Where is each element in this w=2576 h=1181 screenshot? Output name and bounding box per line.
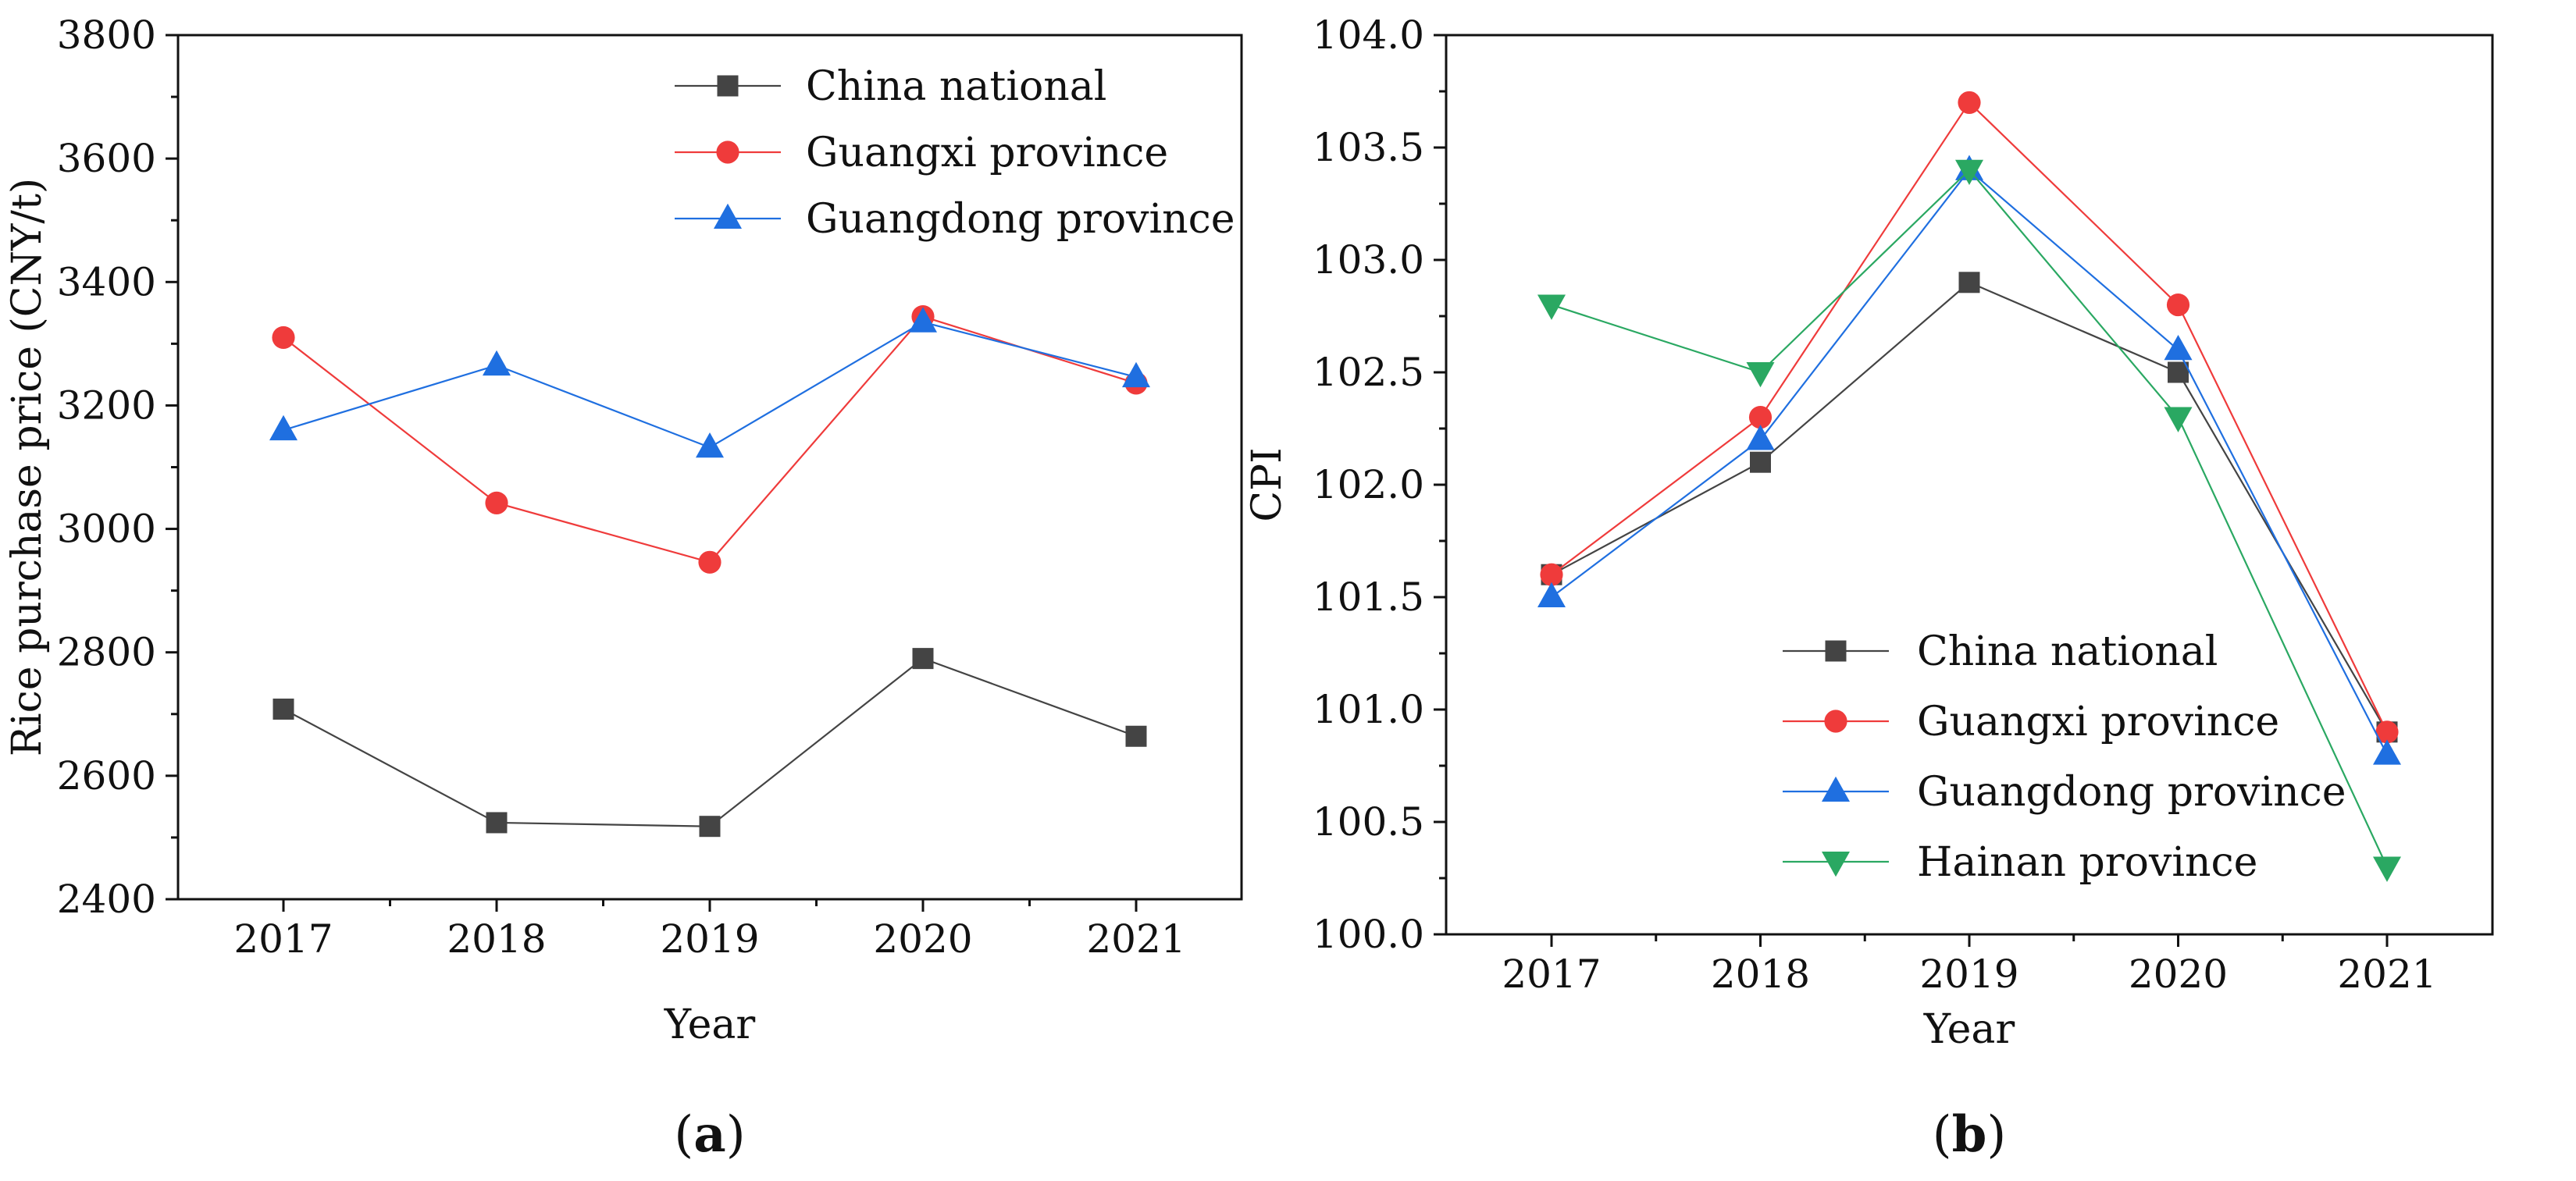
x-axis-title: Year	[664, 1001, 756, 1048]
data-point-hainan-province-2017	[1537, 294, 1566, 320]
data-point-guangxi-province-2018	[485, 491, 508, 514]
y-tick-label: 103.0	[1313, 237, 1424, 283]
y-tick-label: 3000	[57, 507, 156, 552]
legend-marker-china-national	[717, 75, 739, 97]
series-guangdong-province	[269, 307, 1151, 458]
legend-marker-guangdong-province	[1821, 776, 1851, 802]
legend-marker-guangxi-province	[716, 141, 739, 164]
data-point-guangdong-province-2017	[1537, 582, 1566, 608]
chart-panel-a: 2400 2600 2800 3000 3200 3400 3600 3800 2017 2018…	[4, 12, 1243, 1164]
x-tick-label: 2020	[2129, 952, 2228, 997]
y-tick-label: 100.5	[1313, 799, 1424, 845]
data-point-china-national-2019	[699, 816, 721, 838]
x-tick-label: 2019	[1919, 952, 2018, 997]
x-tick-label: 2019	[660, 916, 759, 962]
y-tick-label: 2800	[57, 630, 156, 675]
panel-label: (a)	[674, 1105, 745, 1164]
x-axis-title: Year	[1923, 1006, 2015, 1053]
data-point-guangxi-province-2020	[2166, 293, 2190, 317]
data-point-china-national-2020	[912, 648, 934, 670]
y-tick-label: 104.0	[1313, 12, 1424, 58]
data-point-china-national-2018	[1750, 451, 1771, 473]
data-point-guangdong-province-2021	[1121, 361, 1151, 388]
data-point-guangxi-province-2019	[1958, 91, 1981, 114]
y-tick-label: 2400	[57, 877, 156, 922]
legend-label-hainan-province: Hainan province	[1917, 839, 2257, 886]
x-tick-label: 2020	[873, 916, 972, 962]
legend-label-guangdong-province: Guangdong province	[806, 196, 1235, 243]
data-point-guangdong-province-2018	[482, 350, 511, 376]
legend: China national Guangxi province Guangdong …	[1783, 628, 2346, 886]
data-point-guangdong-province-2021	[2372, 739, 2402, 765]
data-point-guangdong-province-2019	[695, 432, 725, 458]
legend-label-guangdong-province: Guangdong province	[1917, 769, 2346, 816]
x-tick-label: 2021	[1086, 916, 1185, 962]
data-point-china-national-2017	[273, 698, 294, 720]
x-tick-label: 2018	[1711, 952, 1810, 997]
y-tick-label: 2600	[57, 753, 156, 799]
y-tick-label: 103.5	[1313, 125, 1424, 170]
data-point-guangdong-province-2020	[2164, 334, 2193, 361]
y-tick-label: 102.5	[1313, 350, 1424, 395]
x-tick-label: 2017	[1502, 952, 1601, 997]
y-tick-label: 3400	[57, 259, 156, 304]
series-hainan-province	[1537, 159, 2402, 882]
x-tick-label: 2017	[233, 916, 333, 962]
legend-label-china-national: China national	[806, 63, 1106, 110]
y-tick-label: 101.5	[1313, 574, 1424, 620]
series-line-china-national	[283, 657, 1137, 827]
data-point-guangdong-province-2017	[269, 414, 298, 441]
y-tick-label: 3800	[57, 12, 156, 58]
y-axis-title: Rice purchase price (CNY/t)	[4, 178, 51, 756]
legend-marker-guangdong-province	[713, 203, 743, 229]
legend-marker-guangxi-province	[1824, 710, 1847, 733]
data-point-guangdong-province-2020	[908, 307, 938, 333]
y-tick-label: 102.0	[1313, 462, 1424, 507]
data-point-guangxi-province-2019	[698, 550, 721, 574]
legend-label-guangxi-province: Guangxi province	[806, 130, 1168, 176]
series-china-national	[273, 648, 1147, 838]
legend-label-china-national: China national	[1917, 628, 2218, 675]
series-guangxi-province	[1540, 91, 2399, 744]
data-point-hainan-province-2019	[1954, 159, 1984, 186]
legend-label-guangxi-province: Guangxi province	[1917, 699, 2279, 745]
y-tick-label: 3200	[57, 382, 156, 428]
data-point-hainan-province-2018	[1746, 361, 1775, 388]
x-tick-label: 2018	[447, 916, 546, 962]
y-tick-label: 3600	[57, 136, 156, 181]
y-tick-label: 100.0	[1313, 912, 1424, 957]
data-point-hainan-province-2021	[2372, 856, 2402, 882]
data-point-guangxi-province-2021	[2375, 720, 2399, 744]
data-point-guangxi-province-2017	[1540, 563, 1563, 586]
legend-marker-hainan-province	[1821, 851, 1851, 877]
data-point-china-national-2018	[486, 812, 508, 834]
y-tick-label: 101.0	[1313, 687, 1424, 732]
data-point-china-national-2019	[1958, 272, 1980, 293]
data-point-guangdong-province-2018	[1746, 425, 1775, 450]
x-tick-label: 2021	[2337, 952, 2436, 997]
data-point-guangxi-province-2018	[1748, 406, 1773, 429]
legend: China national Guangxi province Guangdong …	[675, 63, 1235, 243]
data-point-china-national-2021	[1125, 725, 1147, 747]
series-line-guangdong-province	[283, 321, 1137, 449]
y-axis-title: CPI	[1244, 447, 1291, 521]
panel-label: (b)	[1933, 1105, 2007, 1164]
data-point-hainan-province-2020	[2164, 407, 2193, 432]
chart-panel-b: 100.0 100.5 101.0 101.5 102.0 102.5 103.0 103.5…	[1244, 12, 2494, 1164]
legend-marker-china-national	[1825, 640, 1847, 662]
data-point-guangxi-province-2017	[272, 325, 295, 350]
